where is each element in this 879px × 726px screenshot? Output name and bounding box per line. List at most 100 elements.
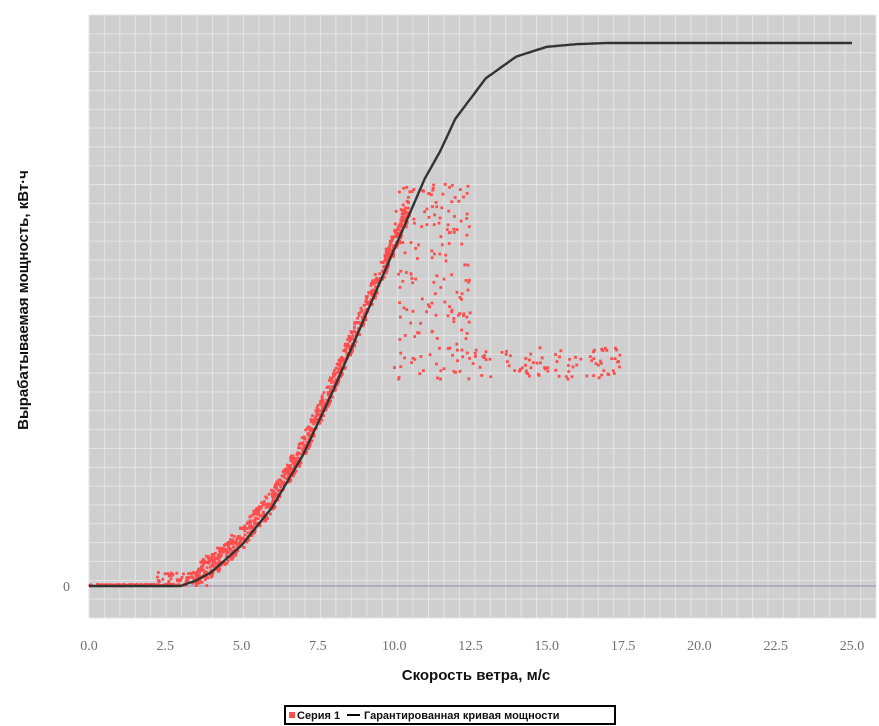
series-1-point: [222, 543, 226, 547]
x-tick-label: 7.5: [309, 639, 327, 654]
series-1-point: [398, 222, 402, 226]
series-1-point: [292, 464, 296, 468]
series-1-point: [420, 225, 424, 228]
series-1-point: [320, 396, 324, 400]
series-1-point: [230, 557, 234, 561]
series-1-point: [265, 505, 269, 508]
series-1-point: [410, 190, 414, 194]
series-1-point: [390, 239, 394, 243]
series-1-point: [281, 482, 285, 486]
series-1-point: [529, 366, 533, 370]
x-tick-label: 5.0: [233, 639, 251, 654]
series-1-point: [325, 398, 329, 402]
series-1-point: [279, 485, 283, 489]
series-1-point: [393, 235, 397, 238]
series-1-point: [428, 305, 431, 309]
series-1-point: [240, 527, 244, 530]
series-1-point: [138, 583, 142, 587]
series-1-point: [403, 209, 407, 213]
series-1-point: [242, 526, 246, 530]
series-1-point: [335, 362, 339, 366]
series-1-point: [399, 365, 403, 369]
series-1-point: [528, 374, 531, 378]
series-1-point: [249, 514, 253, 518]
legend-series-1-label: Серия 1: [297, 710, 340, 722]
series-1-point: [434, 201, 438, 204]
series-1-point: [383, 253, 387, 257]
series-1-point: [383, 265, 387, 268]
series-1-point: [435, 274, 439, 278]
series-1-point: [610, 357, 614, 361]
series-1-point: [381, 277, 385, 281]
series-1-point: [432, 280, 436, 284]
series-1-point: [243, 529, 247, 533]
series-1-point: [291, 461, 295, 465]
series-1-point: [265, 517, 269, 520]
series-1-point: [308, 428, 312, 432]
series-1-point: [339, 375, 343, 379]
series-1-point: [256, 517, 260, 520]
x-tick-label: 17.5: [611, 639, 636, 654]
series-1-point: [440, 206, 444, 210]
series-1-point: [167, 573, 171, 577]
series-1-point: [282, 469, 286, 473]
series-1-point: [330, 385, 334, 388]
series-1-point: [375, 291, 379, 295]
series-1-point: [387, 251, 391, 255]
series-1-point: [231, 538, 235, 542]
series-1-point: [613, 357, 617, 360]
series-1-point: [296, 459, 300, 463]
series-1-point: [309, 426, 313, 430]
series-1-point: [535, 361, 539, 365]
series-1-point: [452, 369, 456, 373]
series-1-point: [381, 269, 384, 273]
series-1-point: [597, 363, 600, 367]
series-1-point: [239, 527, 242, 530]
series-1-point: [320, 404, 324, 408]
series-1-point: [426, 303, 430, 307]
series-1-point: [209, 569, 212, 573]
x-axis-title: Скорость ветра, м/с: [402, 667, 550, 684]
series-1-point: [606, 372, 610, 376]
series-1-point: [383, 275, 386, 279]
series-1-point: [433, 292, 437, 296]
series-1-point: [331, 395, 334, 399]
series-1-point: [463, 263, 467, 267]
series-1-point: [235, 538, 239, 542]
series-1-point: [432, 183, 436, 187]
series-1-point: [411, 309, 415, 313]
series-1-point: [310, 418, 314, 422]
series-1-point: [245, 540, 249, 544]
series-1-point: [554, 368, 558, 372]
series-1-point: [216, 546, 220, 550]
series-1-point: [248, 526, 252, 530]
series-1-point: [445, 228, 449, 231]
series-1-point: [216, 569, 220, 573]
series-1-point: [289, 457, 293, 460]
series-1-point: [324, 408, 328, 412]
series-1-point: [322, 391, 326, 395]
series-1-point: [353, 326, 356, 329]
series-1-point: [409, 272, 413, 276]
series-1-point: [565, 375, 568, 379]
series-1-point: [270, 500, 274, 504]
series-1-point: [316, 403, 320, 407]
series-1-point: [205, 561, 209, 565]
series-1-point: [401, 217, 405, 220]
series-1-point: [348, 340, 352, 343]
series-1-point: [531, 361, 535, 364]
series-1-point: [175, 578, 179, 581]
series-1-point: [368, 291, 371, 295]
series-1-point: [500, 350, 504, 354]
series-1-point: [144, 583, 148, 586]
series-1-point: [461, 355, 465, 359]
series-1-point: [228, 542, 232, 546]
series-1-point: [229, 547, 232, 551]
series-1-point: [234, 551, 238, 555]
series-1-point: [248, 519, 252, 523]
series-1-point: [185, 577, 189, 580]
series-1-point: [203, 561, 207, 565]
series-1-point: [452, 320, 456, 324]
series-1-point: [275, 485, 278, 489]
series-1-point: [214, 561, 217, 565]
